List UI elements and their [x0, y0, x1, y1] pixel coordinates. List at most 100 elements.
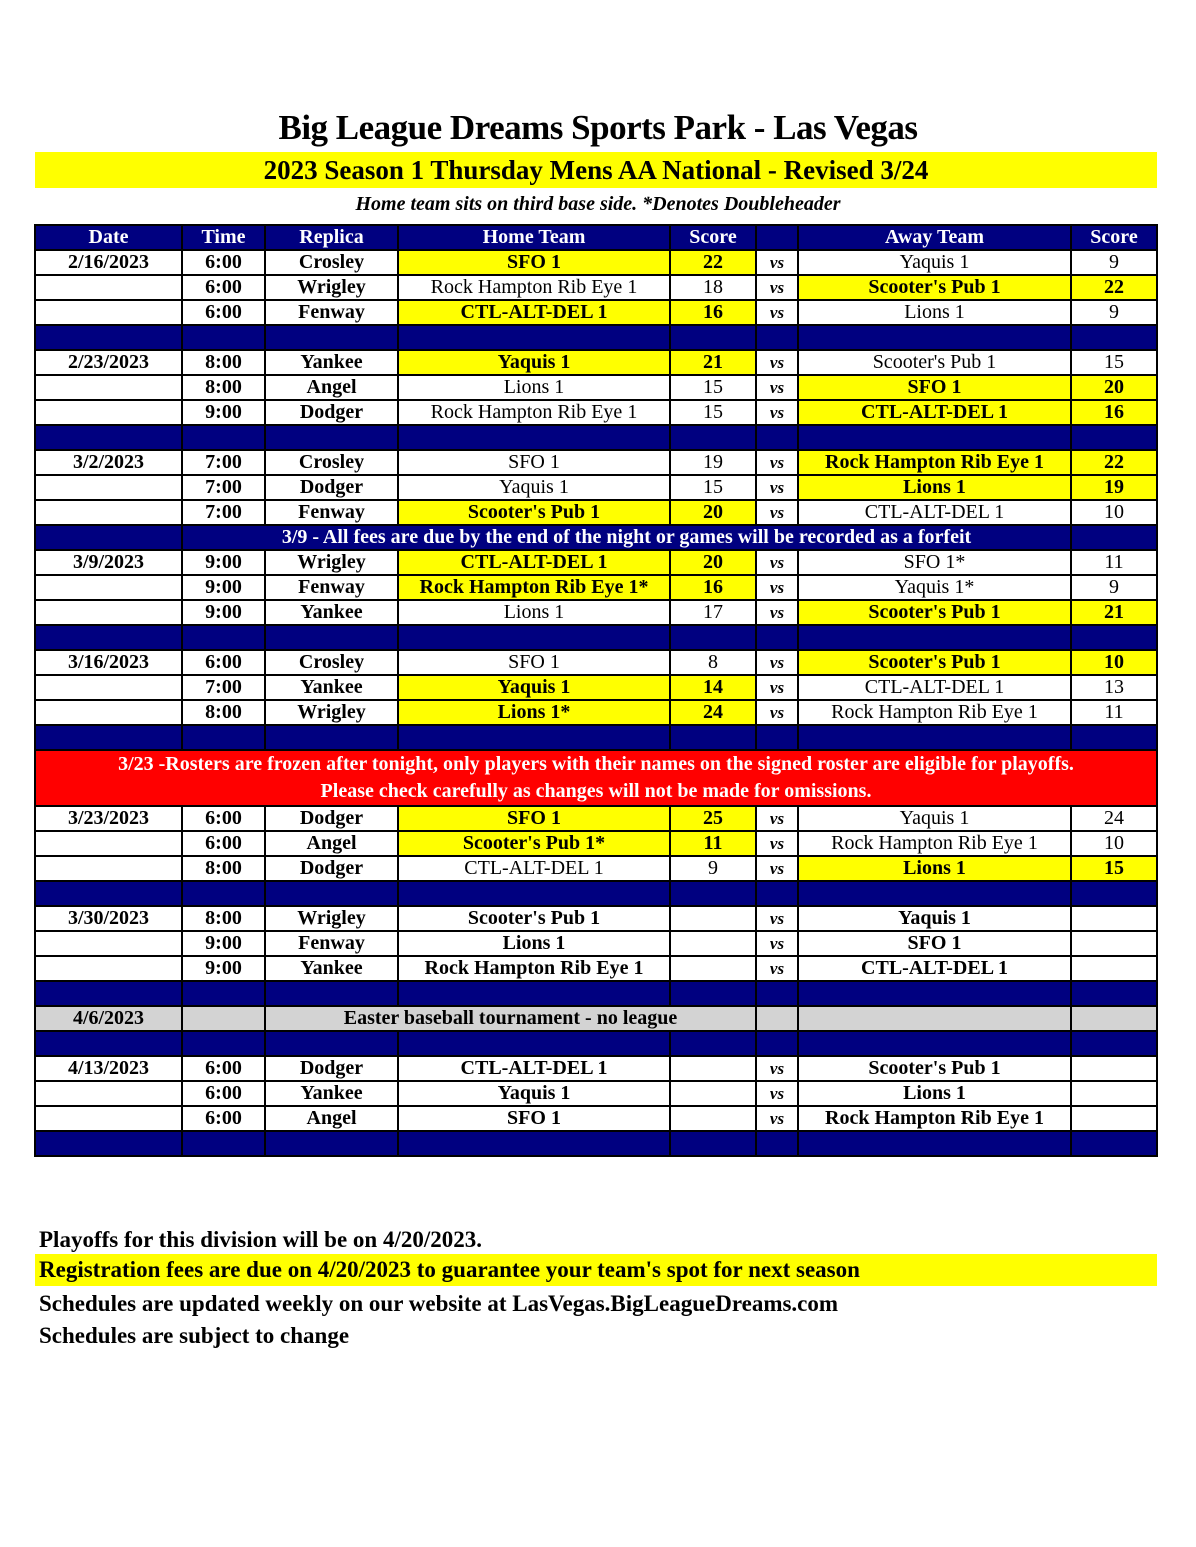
separator-cell: [34, 524, 183, 551]
away-score-cell: 11: [1070, 699, 1158, 726]
vs-label: vs: [755, 830, 799, 857]
away-score-cell: 9: [1070, 574, 1158, 601]
home-score-cell: 15: [669, 374, 757, 401]
home-team-cell: Lions 1*: [397, 699, 671, 726]
vs-label: vs: [755, 699, 799, 726]
replica-field-cell: Yankee: [264, 349, 399, 376]
game-row: 8:00 Angel Lions 1 15 vs SFO 1 20: [34, 374, 1158, 401]
separator-cell: [397, 880, 671, 907]
away-team-cell: SFO 1: [797, 374, 1072, 401]
separator-cell: [755, 424, 799, 451]
separator-cell: [34, 624, 183, 651]
separator-cell: [397, 1030, 671, 1057]
home-team-cell: Rock Hampton Rib Eye 1: [397, 274, 671, 301]
vs-label: vs: [755, 499, 799, 526]
replica-field-cell: Wrigley: [264, 274, 399, 301]
replica-field-cell: Yankee: [264, 674, 399, 701]
date-cell: 4/6/2023: [34, 1005, 183, 1032]
home-score-cell: 15: [669, 474, 757, 501]
separator-row: [34, 724, 1158, 751]
separator-cell: [669, 724, 757, 751]
vs-label: vs: [755, 474, 799, 501]
away-score-cell: [1070, 1055, 1158, 1082]
home-score-cell: 20: [669, 499, 757, 526]
home-team-cell: CTL-ALT-DEL 1: [397, 855, 671, 882]
away-score-cell: [1070, 1005, 1158, 1032]
game-row: 9:00 Fenway Lions 1 vs SFO 1: [34, 930, 1158, 957]
separator-cell: [397, 980, 671, 1007]
home-team-cell: Rock Hampton Rib Eye 1: [397, 399, 671, 426]
separator-cell: [397, 424, 671, 451]
time-cell: 8:00: [181, 855, 266, 882]
home-score-cell: [669, 1055, 757, 1082]
playoffs-note: Playoffs for this division will be on 4/…: [39, 1227, 483, 1252]
replica-field-cell: Crosley: [264, 649, 399, 676]
date-cell: [34, 474, 183, 501]
time-cell: 6:00: [181, 649, 266, 676]
home-team-cell: CTL-ALT-DEL 1: [397, 299, 671, 326]
time-cell: 6:00: [181, 299, 266, 326]
game-row: 3/30/2023 8:00 Wrigley Scooter's Pub 1 vs Yaq…: [34, 905, 1158, 932]
date-cell: [34, 930, 183, 957]
date-cell: [34, 374, 183, 401]
time-cell: 6:00: [181, 249, 266, 276]
away-score-cell: [1070, 955, 1158, 982]
vs-label: vs: [755, 1105, 799, 1132]
separator-row: [34, 424, 1158, 451]
game-row: 3/9/2023 9:00 Wrigley CTL-ALT-DEL 1 20 vs SFO …: [34, 549, 1158, 576]
game-row: 9:00 Dodger Rock Hampton Rib Eye 1 15 vs CTL-…: [34, 399, 1158, 426]
separator-cell: [264, 324, 399, 351]
away-score-cell: 22: [1070, 449, 1158, 476]
game-row: 8:00 Dodger CTL-ALT-DEL 1 9 vs Lions 1 15: [34, 855, 1158, 882]
date-cell: [34, 1105, 183, 1132]
replica-field-cell: Wrigley: [264, 699, 399, 726]
game-row: 9:00 Yankee Lions 1 17 vs Scooter's Pub 1 21: [34, 599, 1158, 626]
date-cell: [34, 855, 183, 882]
time-cell: 6:00: [181, 1105, 266, 1132]
header-time: Time: [181, 224, 266, 251]
separator-cell: [34, 980, 183, 1007]
away-score-cell: 9: [1070, 299, 1158, 326]
separator-cell: [34, 324, 183, 351]
separator-cell: [264, 424, 399, 451]
header-away-score: Score: [1070, 224, 1158, 251]
home-score-cell: 18: [669, 274, 757, 301]
time-cell: 9:00: [181, 399, 266, 426]
separator-row: [34, 624, 1158, 651]
replica-field-cell: Crosley: [264, 249, 399, 276]
away-team-cell: Scooter's Pub 1: [797, 1055, 1072, 1082]
away-team-cell: SFO 1: [797, 930, 1072, 957]
separator-cell: [1070, 880, 1158, 907]
replica-field-cell: Yankee: [264, 955, 399, 982]
home-team-cell: Scooter's Pub 1: [397, 499, 671, 526]
date-cell: [34, 599, 183, 626]
game-row: 6:00 Wrigley Rock Hampton Rib Eye 1 18 vs Sco…: [34, 274, 1158, 301]
separator-cell: [397, 1130, 671, 1157]
change-note: Schedules are subject to change: [39, 1323, 350, 1348]
separator-cell: [181, 980, 266, 1007]
home-score-cell: 22: [669, 249, 757, 276]
replica-field-cell: Fenway: [264, 930, 399, 957]
header-home-score: Score: [669, 224, 757, 251]
separator-cell: [755, 980, 799, 1007]
home-score-cell: 20: [669, 549, 757, 576]
separator-cell: [669, 880, 757, 907]
separator-cell: [1070, 1130, 1158, 1157]
time-cell: 8:00: [181, 905, 266, 932]
date-cell: [34, 299, 183, 326]
separator-cell: [1070, 524, 1158, 551]
away-score-cell: 10: [1070, 499, 1158, 526]
away-team-cell: Scooter's Pub 1: [797, 349, 1072, 376]
game-row: 8:00 Wrigley Lions 1* 24 vs Rock Hampton Rib …: [34, 699, 1158, 726]
date-cell: [34, 399, 183, 426]
vs-label: vs: [755, 374, 799, 401]
away-team-cell: Yaquis 1*: [797, 574, 1072, 601]
date-cell: 3/30/2023: [34, 905, 183, 932]
away-score-cell: 20: [1070, 374, 1158, 401]
separator-cell: [181, 1030, 266, 1057]
separator-cell: [669, 980, 757, 1007]
date-cell: 3/16/2023: [34, 649, 183, 676]
date-cell: [34, 274, 183, 301]
vs-label: vs: [755, 930, 799, 957]
time-cell: 6:00: [181, 830, 266, 857]
